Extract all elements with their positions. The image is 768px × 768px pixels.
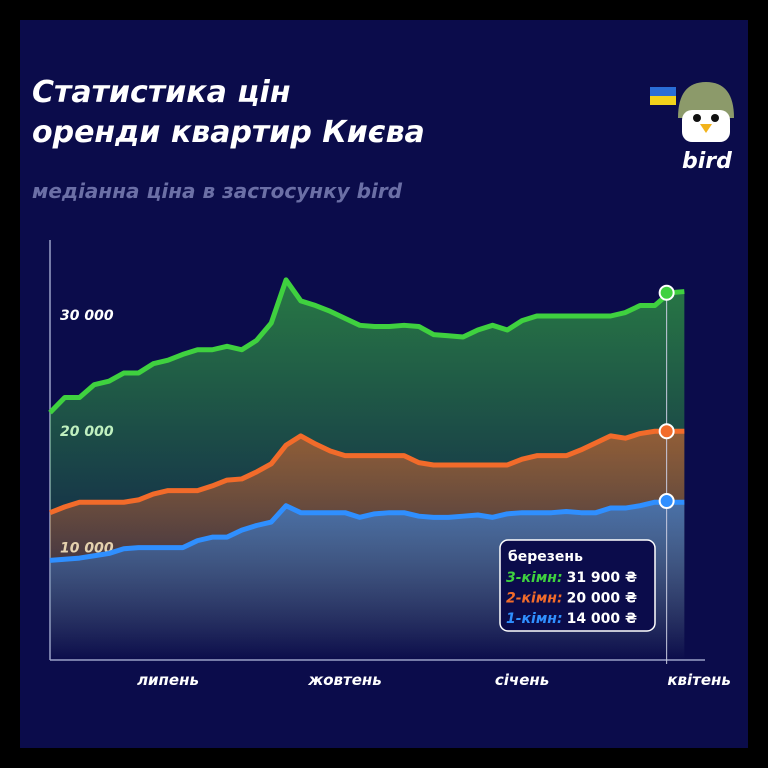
- brand: bird: [682, 149, 732, 174]
- title-line: Статистика цін: [32, 75, 291, 110]
- x-tick-label: січень: [495, 671, 549, 689]
- tooltip-row: 2-кімн: 20 000 ₴: [506, 591, 637, 607]
- tooltip-box: [499, 539, 656, 632]
- highlight-point: [658, 423, 675, 440]
- y-tick-label: 30 000: [60, 308, 114, 324]
- tooltip-row: 3-кімн: 31 900 ₴: [506, 570, 637, 586]
- value-label: 14 000 ₴: [567, 611, 638, 627]
- logo: bird: [650, 82, 734, 174]
- series-name: 3-кімн:: [506, 570, 563, 586]
- line: [49, 499, 685, 563]
- x-tick-label: квітень: [667, 671, 731, 689]
- highlight-point: [658, 493, 675, 510]
- line: [48, 277, 685, 415]
- x-tick-label: липень: [137, 671, 199, 689]
- title-line: оренди квартир Києва: [32, 115, 425, 150]
- tooltip-row: 1-кімн: 14 000 ₴: [506, 611, 637, 627]
- series-name: 2-кімн:: [506, 591, 563, 607]
- highlight-point: [658, 284, 675, 301]
- subtitle: медіанна ціна в застосунку bird: [32, 179, 403, 203]
- x-tick-label: жовтень: [307, 671, 381, 689]
- value-label: 31 900 ₴: [567, 570, 638, 586]
- value-label: 20 000 ₴: [567, 591, 638, 607]
- tooltip-title: березень: [508, 549, 583, 565]
- series-name: 1-кімн:: [506, 611, 563, 627]
- line: [49, 428, 685, 516]
